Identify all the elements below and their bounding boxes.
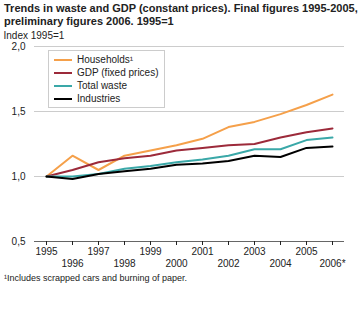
html-text:Total waste: Total waste [77, 80, 127, 91]
html-text:Households¹: Households¹ [77, 54, 134, 65]
svg-text:1998: 1998 [113, 258, 136, 269]
svg-text:2003: 2003 [243, 246, 266, 257]
svg-text:Index 1995=1: Index 1995=1 [4, 30, 65, 41]
svg-text:1,0: 1,0 [12, 171, 26, 182]
svg-text:2000: 2000 [165, 258, 188, 269]
svg-text:2,0: 2,0 [12, 41, 26, 52]
html-text:Industries: Industries [77, 93, 121, 104]
svg-text:0,5: 0,5 [12, 236, 26, 247]
svg-text:2001: 2001 [191, 246, 214, 257]
html-text:Trends in waste and GDP (const: Trends in waste and GDP (constant prices… [4, 2, 358, 27]
svg-text:1997: 1997 [87, 246, 110, 257]
svg-text:2005: 2005 [295, 246, 318, 257]
svg-text:2004: 2004 [269, 258, 292, 269]
html-text:¹Includes scrapped cars and bu: ¹Includes scrapped cars and burning of p… [4, 273, 188, 283]
svg-text:1,5: 1,5 [12, 106, 26, 117]
svg-text:1999: 1999 [139, 246, 162, 257]
html-text:GDP (fixed prices): GDP (fixed prices) [77, 67, 159, 78]
svg-text:1996: 1996 [61, 258, 84, 269]
svg-text:2006*: 2006* [319, 258, 345, 269]
svg-text:1995: 1995 [35, 246, 58, 257]
svg-text:2002: 2002 [217, 258, 240, 269]
